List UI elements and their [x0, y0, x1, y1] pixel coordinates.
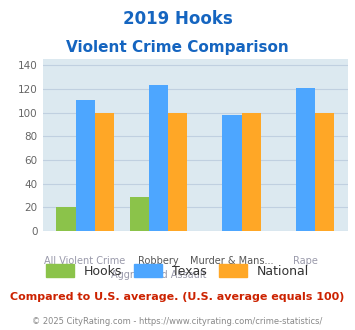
- Bar: [296, 88, 315, 231]
- Text: 2019 Hooks: 2019 Hooks: [122, 10, 233, 28]
- Bar: [168, 113, 187, 231]
- Text: Compared to U.S. average. (U.S. average equals 100): Compared to U.S. average. (U.S. average …: [10, 292, 345, 302]
- Text: Robbery: Robbery: [138, 256, 179, 266]
- Bar: [241, 113, 261, 231]
- Legend: Hooks, Texas, National: Hooks, Texas, National: [41, 259, 314, 283]
- Text: Rape: Rape: [293, 256, 318, 266]
- Text: Violent Crime Comparison: Violent Crime Comparison: [66, 40, 289, 54]
- Text: All Violent Crime: All Violent Crime: [44, 256, 126, 266]
- Text: Murder & Mans...: Murder & Mans...: [190, 256, 274, 266]
- Bar: [76, 100, 95, 231]
- Bar: [95, 113, 114, 231]
- Bar: [149, 85, 168, 231]
- Text: © 2025 CityRating.com - https://www.cityrating.com/crime-statistics/: © 2025 CityRating.com - https://www.city…: [32, 317, 323, 326]
- Text: Aggravated Assault: Aggravated Assault: [111, 270, 206, 280]
- Bar: [56, 207, 76, 231]
- Bar: [315, 113, 334, 231]
- Bar: [130, 197, 149, 231]
- Bar: [223, 115, 241, 231]
